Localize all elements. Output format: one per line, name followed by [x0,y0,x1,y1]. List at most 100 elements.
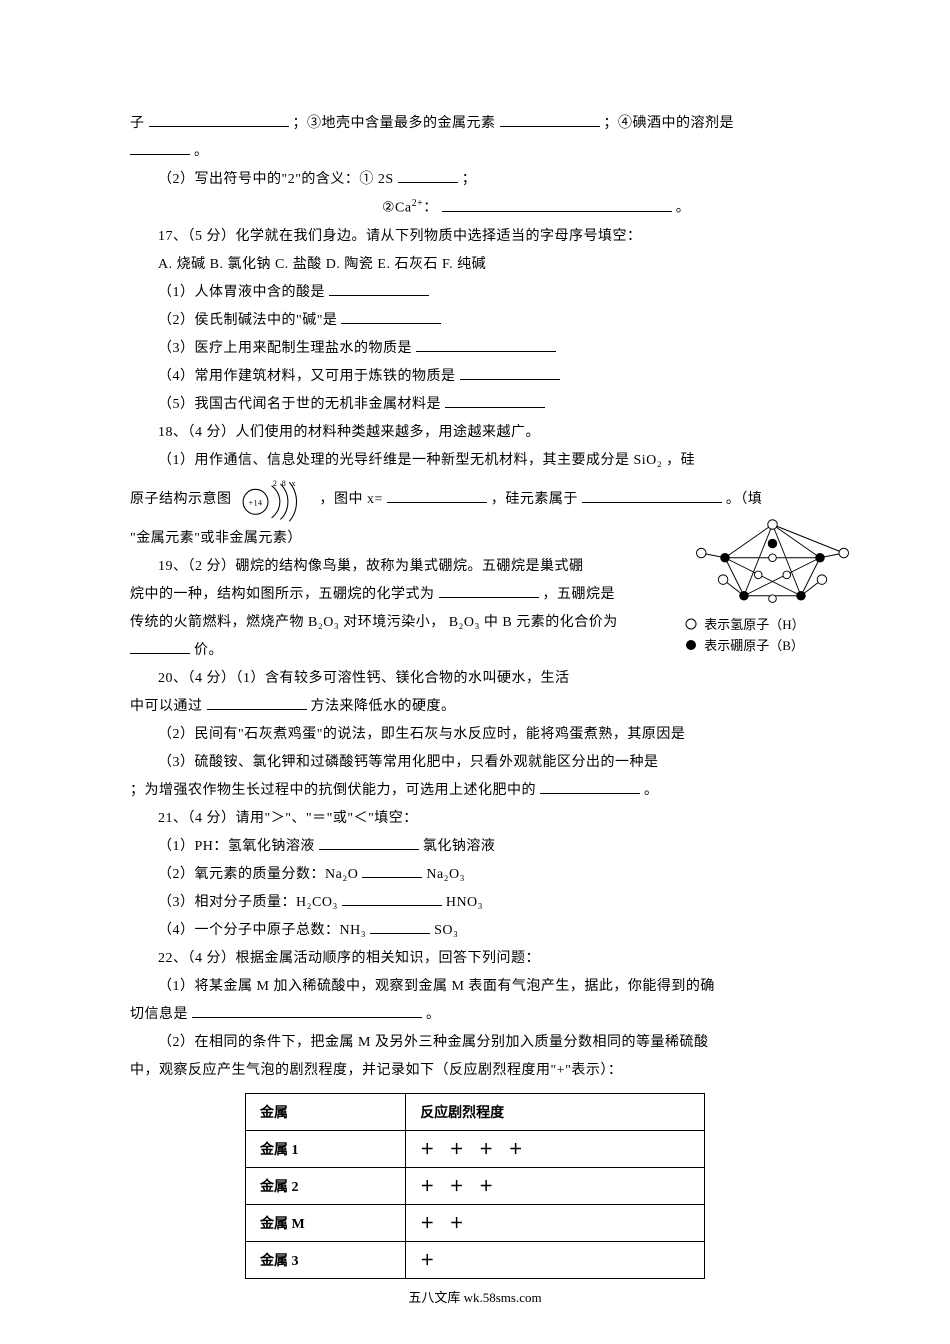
intro-period: 。 [130,138,820,166]
q17-2: （2）侯氏制碱法中的"碱"是 [130,307,820,335]
q19-l4-text: 价。 [194,643,223,658]
q21-head: 21、（4 分）请用"＞"、"＝"或"＜"填空： [130,805,820,833]
q21-2a: （2）氧元素的质量分数：Na₂O [158,867,358,882]
q22-p1: （1）将某金属 M 加入稀硫酸中，观察到金属 M 表面有气泡产生，据此，你能得到… [130,973,820,1001]
q18-2d: 。（填 [726,492,763,507]
q17-1: （1）人体胃液中含的酸是 [130,279,820,307]
blank [387,489,487,503]
q17-3-text: （3）医疗上用来配制生理盐水的物质是 [158,341,412,356]
q16-2-second: ②Ca [382,201,412,216]
q22-p1b-a: 切信息是 [130,1007,188,1022]
colon: ： [423,201,438,216]
q17-head: 17、（5 分）化学就在我们身边。请从下列物质中选择适当的字母序号填空： [130,223,820,251]
cell-intensity: ＋ ＋ [406,1204,705,1241]
hydrogen-atom-icon [685,616,697,636]
q18-2c: ，硅元素属于 [491,492,578,507]
q20-l4: （3）硫酸铵、氯化钾和过磷酸钙等常用化肥中，只看外观就能区分出的一种是 [130,749,820,777]
q19-l2a: 烷中的一种，结构如图所示，五硼烷的化学式为 [130,587,435,602]
cell-intensity: ＋ ＋ ＋ [406,1167,705,1204]
q21-4b: SO₃ [434,923,458,938]
q18-head: 18、（4 分）人们使用的材料种类越来越多，用途越来越广。 [130,419,820,447]
q16-2-prefix: （2）写出符号中的"2"的含义：① 2S [158,172,394,187]
cell-intensity: ＋ [406,1241,705,1278]
q21-3a: （3）相对分子质量：H₂CO₃ [158,895,338,910]
legend-b-row: 表示硼原子（B） [685,636,860,657]
table-row: 金属 2 ＋ ＋ ＋ [246,1167,705,1204]
q21-1: （1）PH：氢氧化钠溶液 氯化钠溶液 [130,833,820,861]
q22-p1b: 切信息是 。 [130,1001,820,1029]
q22-head: 22、（4 分）根据金属活动顺序的相关知识，回答下列问题： [130,945,820,973]
q21-1b: 氯化钠溶液 [423,839,496,854]
blank [460,366,560,380]
q17-4-text: （4）常用作建筑材料，又可用于炼铁的物质是 [158,369,456,384]
cell-metal: 金属 2 [246,1167,406,1204]
cell-metal: 金属 1 [246,1130,406,1167]
q21-3: （3）相对分子质量：H₂CO₃ HNO₃ [130,889,820,917]
q17-5: （5）我国古代闻名于世的无机非金属材料是 [130,391,820,419]
blank [398,169,458,183]
q17-options: A. 烧碱 B. 氯化钠 C. 盐酸 D. 陶瓷 E. 石灰石 F. 纯碱 [130,251,820,279]
blank [442,198,672,212]
cell-intensity: ＋ ＋ ＋ ＋ [406,1130,705,1167]
atom-center: +14 [248,498,262,507]
blank [319,836,419,850]
q17-5-text: （5）我国古代闻名于世的无机非金属材料是 [158,397,441,412]
table-row: 金属 3 ＋ [246,1241,705,1278]
period: 。 [676,201,691,216]
svg-text:8: 8 [281,478,285,487]
svg-text:x: x [291,478,295,487]
q22-p2: （2）在相同的条件下，把金属 M 及另外三种金属分别加入质量分数相同的等量稀硫酸 [130,1029,820,1057]
borane-structure-svg [685,515,860,610]
table-row: 金属 1 ＋ ＋ ＋ ＋ [246,1130,705,1167]
table-header-row: 金属 反应剧烈程度 [246,1093,705,1130]
cell-metal: 金属 3 [246,1241,406,1278]
blank [540,780,640,794]
q21-2: （2）氧元素的质量分数：Na₂O Na₂O₃ [130,861,820,889]
blank [192,1004,422,1018]
q19-l3: 传统的火箭燃料，燃烧产物 B₂O₃ 对环境污染小， B₂O₃ 中 B 元素的化合… [130,609,670,637]
q20-l2: 中可以通过 方法来降低水的硬度。 [130,693,820,721]
blank [130,640,190,654]
intro-0b: ；③地壳中含量最多的金属元素 [293,116,496,131]
q16-2-line2: ②Ca2+： 。 [130,194,820,223]
th-intensity: 反应剧烈程度 [406,1093,705,1130]
cell-metal: 金属 M [246,1204,406,1241]
blank [149,113,289,127]
blank [439,584,539,598]
blank [329,282,429,296]
q21-2b: Na₂O₃ [426,867,465,882]
legend-h-row: 表示氢原子（H） [685,615,860,636]
intro-0a: 子 [130,116,145,131]
q18-2a: 原子结构示意图 [130,492,232,507]
svg-text:2: 2 [272,478,276,487]
q20-l5a: ；为增强农作物生长过程中的抗倒伏能力，可选用上述化肥中的 [130,783,536,798]
blank [582,489,722,503]
table-row: 金属 M ＋ ＋ [246,1204,705,1241]
q17-4: （4）常用作建筑材料，又可用于炼铁的物质是 [130,363,820,391]
blank [207,696,307,710]
q17-1-text: （1）人体胃液中含的酸是 [158,285,325,300]
q21-3b: HNO₃ [446,895,483,910]
boron-atom-icon [685,637,697,657]
blank [416,338,556,352]
q22-p3: 中，观察反应产生气泡的剧烈程度，并记录如下（反应剧烈程度用"+"表示）： [130,1057,820,1085]
q17-2-text: （2）侯氏制碱法中的"碱"是 [158,313,337,328]
blank [445,394,545,408]
intro-line: 子 ；③地壳中含量最多的金属元素 ；④碘酒中的溶剂是 [130,110,820,138]
q20-l1: 20、（4 分）（1）含有较多可溶性钙、镁化合物的水叫硬水，生活 [130,665,670,693]
th-metal: 金属 [246,1093,406,1130]
blank [341,310,441,324]
legend-b: 表示硼原子（B） [704,638,804,653]
q22-p1b-b: 。 [426,1007,441,1022]
borane-figure: 表示氢原子（H） 表示硼原子（B） [685,515,860,657]
q20-l5b: 。 [644,783,659,798]
q19-l2b: ，五硼烷是 [543,587,616,602]
page-footer: 五八文库 wk.58sms.com [0,1287,950,1306]
q21-4a: （4）一个分子中原子总数：NH₃ [158,923,366,938]
intro-0c: ；④碘酒中的溶剂是 [604,116,735,131]
q16-2-line1: （2）写出符号中的"2"的含义：① 2S ； [130,166,820,194]
q20-l3: （2）民间有"石灰煮鸡蛋"的说法，即生石灰与水反应时，能将鸡蛋煮熟，其原因是 [130,721,820,749]
q17-3: （3）医疗上用来配制生理盐水的物质是 [130,335,820,363]
intro-0d: 。 [194,144,209,159]
blank [500,113,600,127]
